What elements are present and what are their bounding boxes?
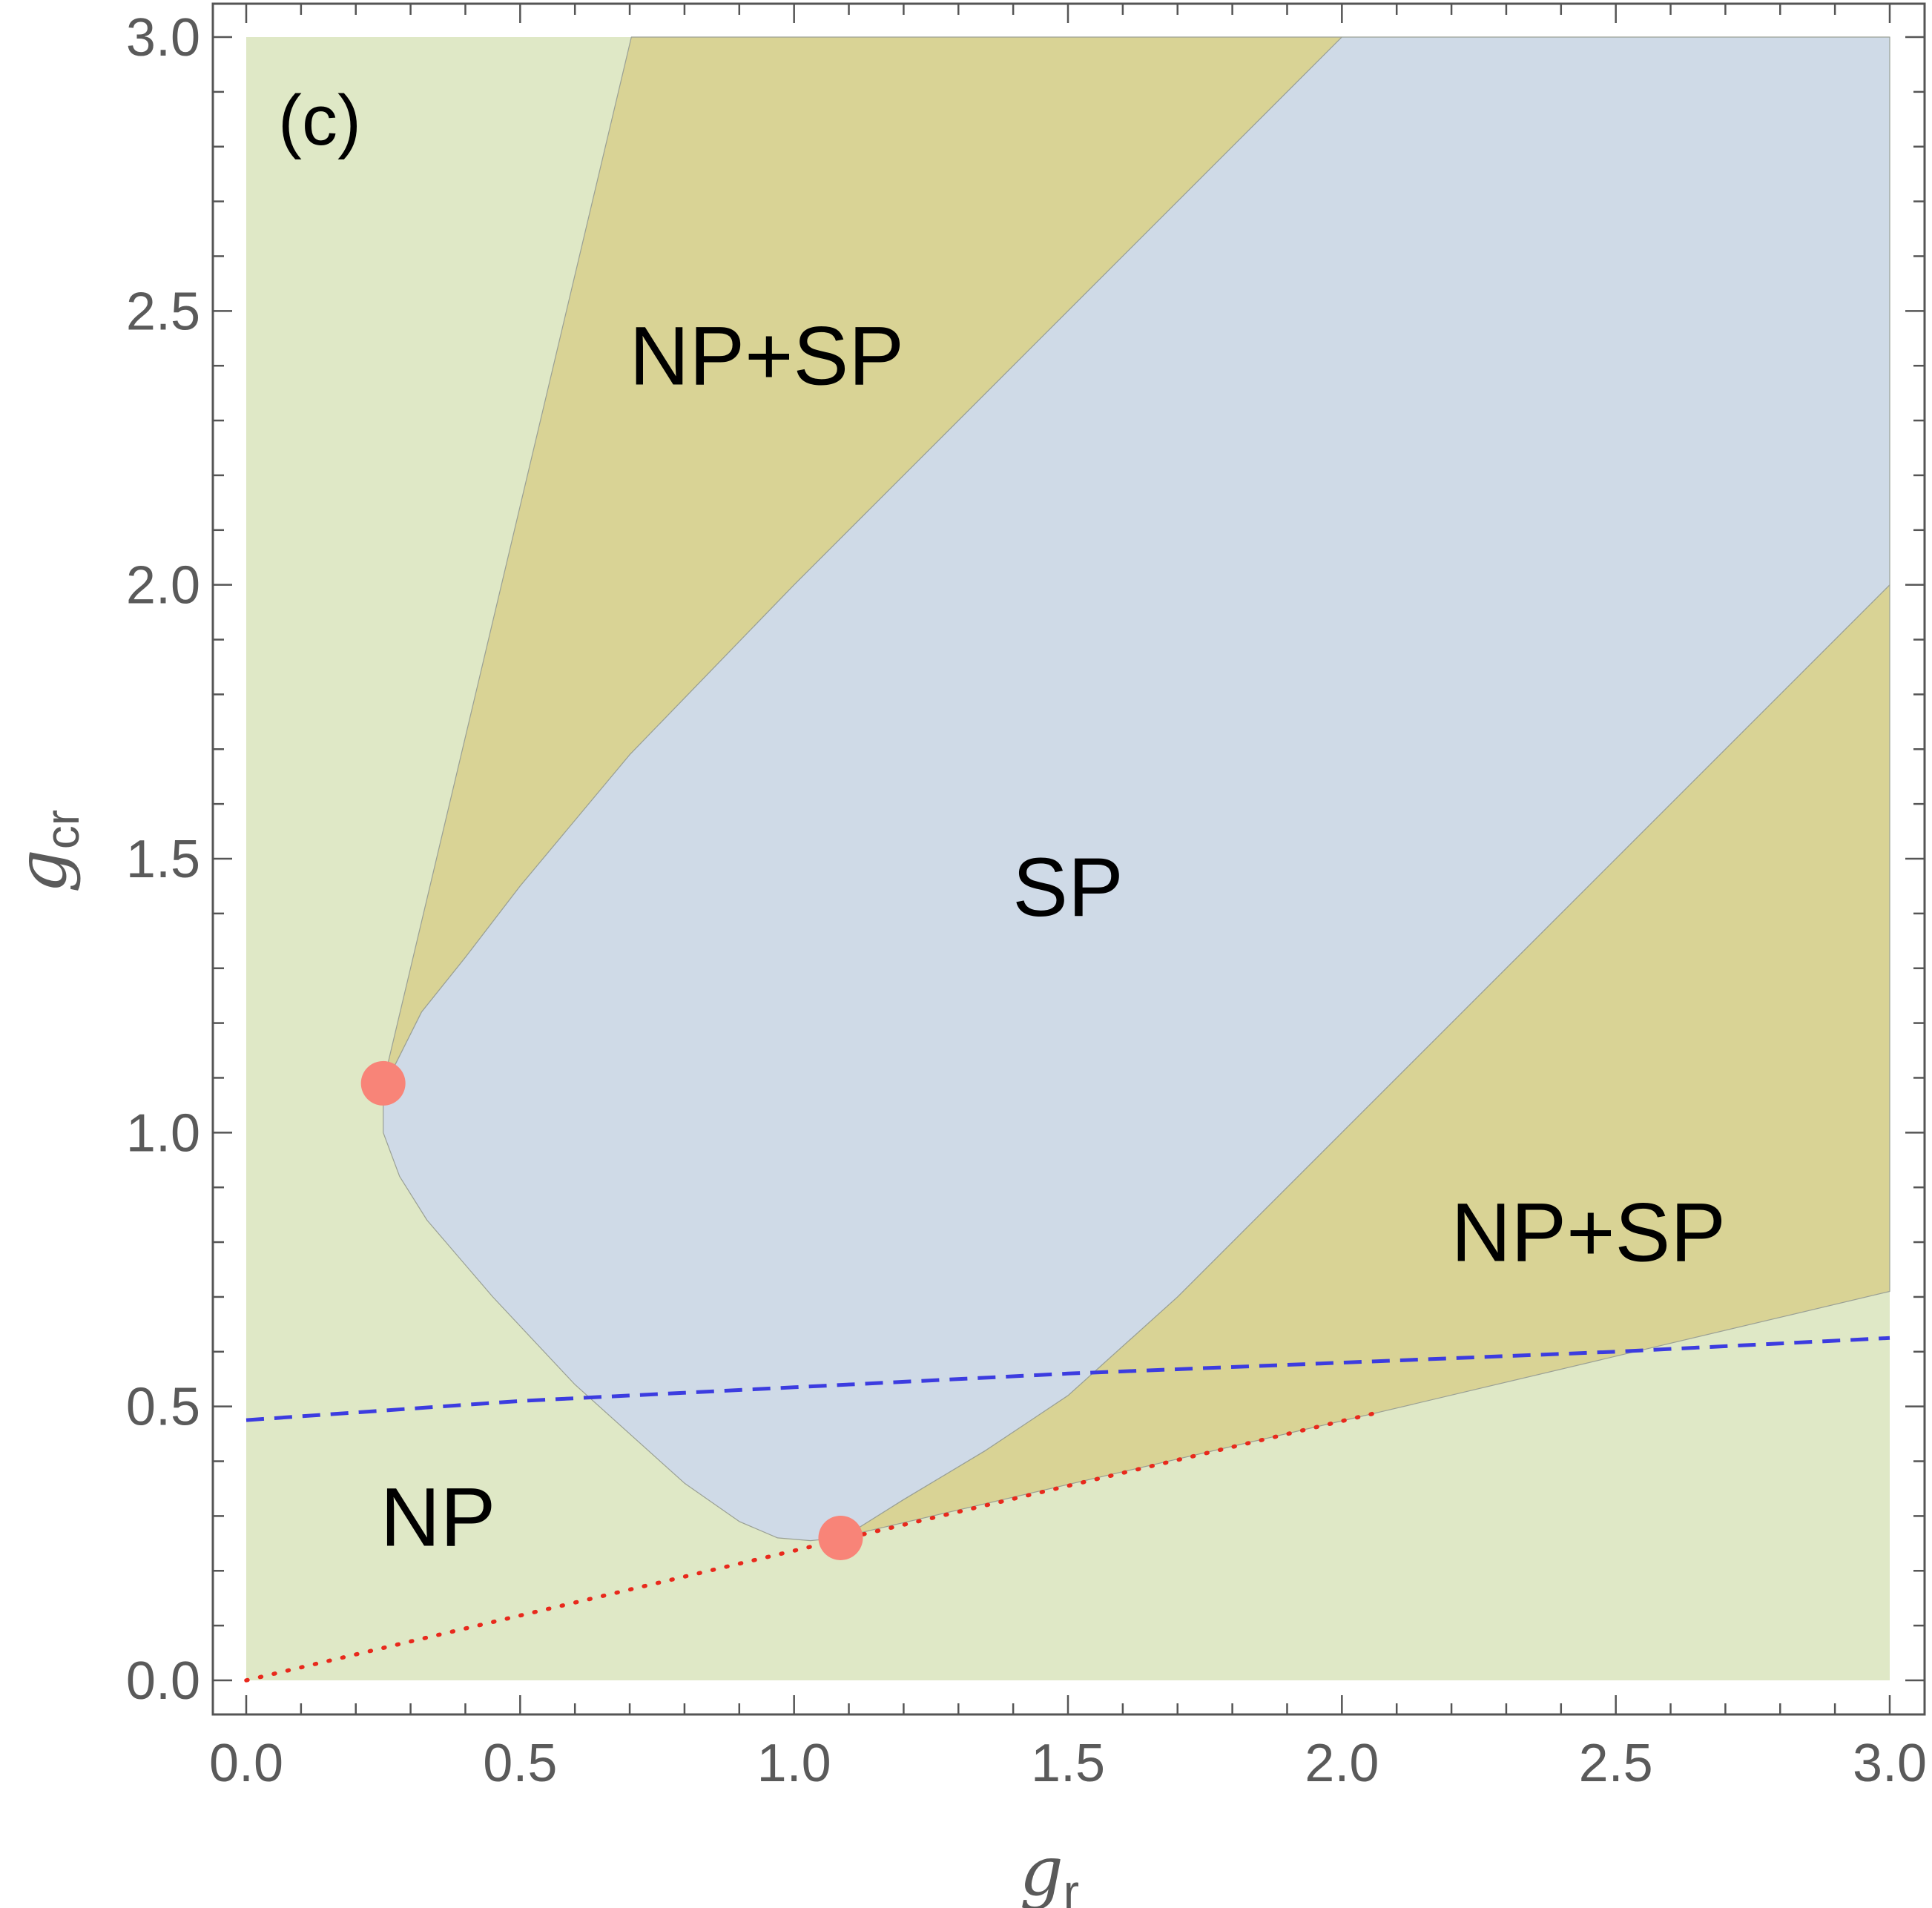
region-label-sp: SP	[1012, 841, 1123, 934]
x-tick-label: 2.5	[1579, 1734, 1653, 1793]
region-sp-3	[383, 36, 1890, 1542]
x-tick-label: 1.5	[1031, 1734, 1105, 1793]
x-axis-label-base: g	[1020, 1832, 1064, 1908]
region-label-np-sp: NP+SP	[630, 309, 904, 402]
region-label-np-sp: NP+SP	[1451, 1186, 1726, 1278]
tick-labels: 0.0 0.5 1.0 1.5 2.0 2.5 3.0 0.0 0.5 1.0 1.5 2.0 2.5 3…	[126, 8, 1927, 1793]
region-labels: NP NP+SP NP+SP SP	[380, 309, 1726, 1563]
dotted-line	[244, 1410, 1382, 1683]
y-tick-label: 0.5	[126, 1378, 200, 1437]
x-tick-label: 1.0	[757, 1734, 831, 1793]
y-tick-label: 3.0	[126, 8, 200, 67]
x-axis-label: gr	[1020, 1832, 1079, 1908]
phase-regions	[246, 36, 1890, 1680]
x-tick-label: 0.0	[209, 1734, 283, 1793]
dashed-line	[245, 1336, 1890, 1422]
y-axis-label: gcr	[2, 810, 89, 893]
critical-points	[360, 1060, 863, 1560]
y-tick-label: 1.0	[126, 1103, 200, 1163]
region-label-np: NP	[380, 1470, 496, 1563]
critical-point-2	[818, 1515, 863, 1560]
x-tick-label: 3.0	[1853, 1734, 1927, 1793]
boundary-lines	[244, 1336, 1890, 1683]
panel-label: (c)	[278, 81, 361, 160]
axis-ticks	[213, 4, 1925, 1714]
x-tick-label: 2.0	[1305, 1734, 1379, 1793]
x-tick-label: 0.5	[483, 1734, 557, 1793]
x-axis-label-sub: r	[1064, 1865, 1079, 1908]
y-axis-label-sub: cr	[36, 810, 89, 849]
y-tick-label: 1.5	[126, 830, 200, 889]
y-tick-label: 0.0	[126, 1651, 200, 1711]
y-axis-label-base: g	[2, 849, 82, 893]
y-tick-label: 2.5	[126, 282, 200, 341]
critical-point-1	[360, 1060, 406, 1106]
y-tick-label: 2.0	[126, 556, 200, 615]
